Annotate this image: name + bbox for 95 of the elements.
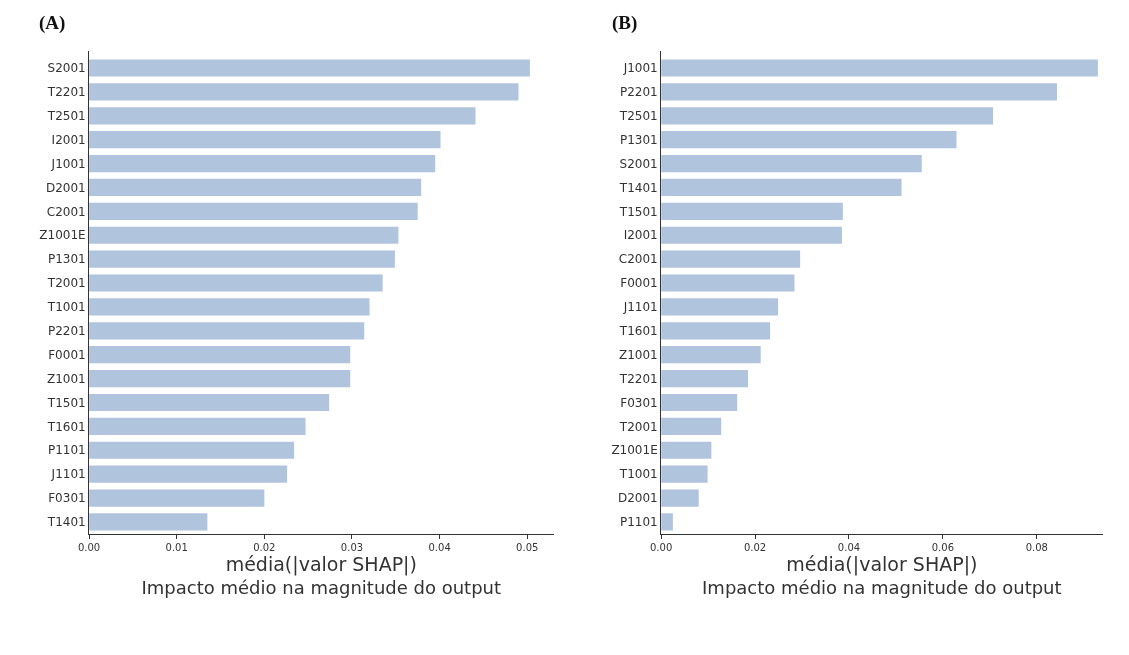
bar: [89, 131, 441, 149]
bar: [89, 465, 288, 483]
y-tick-label: T1001: [46, 300, 86, 315]
x-tick-label: 0.05: [516, 541, 539, 553]
y-tick-label: C2001: [46, 204, 86, 219]
y-tick-label: Z1001E: [611, 443, 658, 458]
bar: [661, 59, 1098, 77]
y-tick-label: T1601: [46, 419, 86, 434]
chart-title: (A): [39, 12, 66, 34]
y-tick-label: D2001: [617, 491, 658, 506]
bar: [89, 107, 476, 125]
bar: [661, 178, 902, 197]
bar: [661, 465, 708, 483]
y-tick-label: T2001: [618, 419, 658, 434]
y-tick-label: P1101: [619, 515, 658, 530]
y-tick-label: F0001: [620, 276, 658, 291]
y-tick-label: T1501: [46, 395, 86, 410]
bar: [661, 513, 673, 531]
bar: [89, 489, 265, 507]
y-tick-label: T1401: [618, 180, 658, 195]
y-tick-label: P1301: [619, 132, 658, 147]
bar: [661, 393, 738, 412]
y-tick-label: Z1001: [46, 371, 86, 386]
bar: [89, 250, 395, 268]
bar: [89, 393, 330, 412]
y-tick-label: J1001: [622, 61, 658, 76]
y-tick-label: T2201: [46, 85, 86, 100]
bar: [89, 346, 351, 364]
y-tick-label: T2201: [618, 371, 658, 386]
y-tick-label: T1001: [618, 467, 658, 482]
x-tick-label: 0.03: [340, 541, 364, 553]
bar: [661, 107, 994, 125]
bar: [661, 369, 748, 388]
y-tick-label: P2201: [47, 324, 86, 339]
bar: [661, 417, 722, 435]
y-tick-label: T2501: [46, 108, 86, 123]
bar: [661, 489, 699, 507]
bar: [89, 322, 365, 340]
y-tick-label: T1601: [618, 324, 658, 339]
bar: [661, 346, 761, 364]
bar: [661, 441, 712, 459]
y-tick-label: S2001: [619, 156, 658, 171]
x-tick-label: 0.00: [77, 541, 101, 553]
x-tick-label: 0.01: [165, 541, 188, 553]
x-tick-label: 0.02: [253, 541, 276, 553]
bar: [661, 274, 795, 292]
bar: [89, 369, 351, 388]
x-tick-label: 0.04: [837, 541, 861, 553]
x-tick-label: 0.02: [743, 541, 767, 553]
y-tick-label: T2501: [618, 108, 658, 123]
bar: [89, 441, 295, 459]
y-tick-label: I2001: [623, 228, 658, 243]
bar: [661, 202, 843, 220]
bar: [89, 513, 208, 531]
bar: [89, 59, 530, 77]
x-axis-title: média(|valor SHAP|) Impacto médio na magnitude do output: [702, 552, 1062, 599]
bar: [661, 226, 842, 244]
y-tick-label: T2001: [46, 276, 86, 291]
y-tick-label: T1501: [618, 204, 658, 219]
y-tick-label: F0301: [620, 395, 658, 410]
x-tick-label: 0.08: [1025, 541, 1048, 553]
bar: [89, 83, 519, 101]
bar: [89, 202, 418, 220]
bar: [89, 274, 383, 292]
y-tick-label: T1401: [46, 515, 86, 530]
y-tick-label: P1301: [47, 252, 86, 267]
y-tick-label: J1101: [50, 467, 86, 482]
chart-title: (B): [612, 12, 638, 34]
y-tick-label: J1001: [50, 156, 86, 171]
y-tick-label: F0301: [48, 491, 86, 506]
bar: [661, 250, 801, 268]
x-tick-label: 0.06: [931, 541, 955, 553]
bar: [89, 154, 436, 173]
y-tick-label: I2001: [51, 132, 86, 147]
bar: [661, 298, 779, 316]
bar: [89, 226, 399, 244]
bar: [89, 298, 370, 316]
x-tick-label: 0.00: [650, 541, 673, 553]
y-tick-label: F0001: [48, 347, 86, 362]
y-tick-label: D2001: [45, 180, 86, 195]
bar: [661, 154, 922, 173]
bar: [661, 131, 957, 149]
y-tick-label: S2001: [47, 61, 86, 76]
bar: [661, 322, 771, 340]
y-tick-label: P1101: [47, 443, 86, 458]
x-tick-label: 0.04: [428, 541, 451, 553]
x-axis-title: média(|valor SHAP|) Impacto médio na magnitude do output: [141, 552, 502, 599]
y-tick-label: J1101: [622, 300, 658, 315]
y-tick-label: P2201: [619, 85, 658, 100]
y-tick-label: Z1001E: [39, 228, 86, 243]
y-tick-label: C2001: [618, 252, 658, 267]
bar: [89, 417, 306, 435]
bar: [89, 178, 422, 197]
y-tick-label: Z1001: [618, 347, 658, 362]
bar: [661, 83, 1057, 101]
